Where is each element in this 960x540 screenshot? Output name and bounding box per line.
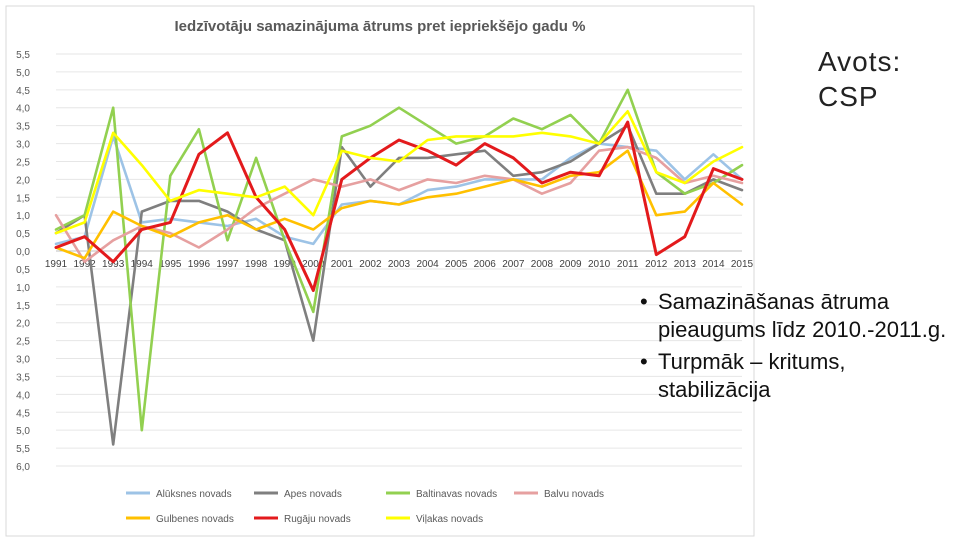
y-axis: 5,5 5,0 4,5 4,0 3,5 3,0 2,5 2,0 1,5 1,0 0,5 0,0 0,5 1…: [16, 50, 30, 473]
x-tick-label: 2005: [445, 259, 468, 270]
series-line-7: [54, 110, 744, 235]
note-bullet-1: Samazināšanas ātruma pieaugums līdz 2010…: [632, 288, 952, 344]
y-tick-label: 0,0: [16, 247, 30, 258]
x-tick-label: 1995: [159, 259, 182, 270]
y-tick-label: 0,5: [16, 265, 30, 276]
legend-label-2: Apes novads: [284, 489, 342, 500]
legend-label-6: Rugāju novads: [284, 514, 351, 525]
y-tick-label: 4,5: [16, 408, 30, 419]
legend-label-5: Gulbenes novads: [156, 514, 234, 525]
chart-frame: [5, 5, 755, 537]
x-tick-label: 2003: [388, 259, 411, 270]
y-tick-label: 1,0: [16, 283, 30, 294]
line-chart: Iedzīvotāju samazinājuma ātrums pret iep…: [5, 5, 755, 537]
series-line-5: [54, 149, 744, 260]
legend-label-1: Alūksnes novads: [156, 489, 232, 500]
x-tick-label: 2006: [474, 259, 497, 270]
x-tick-label: 1993: [102, 259, 125, 270]
y-tick-label: 2,5: [16, 337, 30, 348]
x-tick-label: 1991: [45, 259, 68, 270]
legend-label-4: Balvu novads: [544, 489, 604, 500]
chart-title: Iedzīvotāju samazinājuma ātrums pret iep…: [175, 18, 586, 35]
x-tick-label: 2008: [531, 259, 554, 270]
x-tick-label: 1999: [274, 259, 297, 270]
y-tick-label: 6,0: [16, 462, 30, 473]
y-tick-label: 2,0: [16, 319, 30, 330]
series-line-4: [54, 145, 744, 264]
y-tick-label: 5,0: [16, 426, 30, 437]
x-tick-label: 2000: [302, 259, 325, 270]
note-bullet-2: Turpmāk – kritums, stabilizācija: [632, 348, 952, 404]
series-lines: [54, 88, 744, 446]
x-tick-label: 2014: [702, 259, 725, 270]
y-tick-label: 5,0: [16, 68, 30, 79]
y-tick-label: 1,0: [16, 211, 30, 222]
legend-label-7: Viļakas novads: [416, 514, 483, 525]
x-tick-label: 2007: [502, 259, 525, 270]
source-label: Avots: CSP: [818, 46, 902, 112]
y-tick-label: 1,5: [16, 301, 30, 312]
y-tick-label: 3,5: [16, 372, 30, 383]
x-tick-label: 1992: [73, 259, 96, 270]
x-axis: 1991 1992 1993 1994 1995 1996 1997 1998 1999 2000…: [45, 250, 754, 270]
notes-list: Samazināšanas ātruma pieaugums līdz 2010…: [632, 288, 952, 408]
y-tick-label: 4,5: [16, 86, 30, 97]
y-tick-label: 3,5: [16, 122, 30, 133]
series-line-6: [54, 120, 744, 292]
legend: Alūksnes novads Apes novads Baltinavas nov…: [126, 489, 604, 525]
y-tick-label: 5,5: [16, 50, 30, 61]
x-tick-label: 2001: [331, 259, 354, 270]
y-tick-label: 0,5: [16, 229, 30, 240]
x-tick-label: 2010: [588, 259, 611, 270]
x-tick-label: 2012: [645, 259, 668, 270]
y-tick-label: 2,0: [16, 175, 30, 186]
x-tick-label: 1998: [245, 259, 268, 270]
x-tick-label: 2011: [617, 259, 639, 270]
x-tick-label: 2004: [416, 259, 439, 270]
legend-label-3: Baltinavas novads: [416, 489, 497, 500]
x-tick-label: 2015: [731, 259, 754, 270]
x-tick-label: 1997: [216, 259, 239, 270]
y-tick-label: 1,5: [16, 193, 30, 204]
x-tick-label: 1996: [188, 259, 211, 270]
x-tick-label: 2013: [674, 259, 697, 270]
y-tick-label: 4,0: [16, 390, 30, 401]
series-line-3: [54, 88, 744, 432]
x-tick-label: 1994: [131, 259, 154, 270]
y-tick-label: 3,0: [16, 355, 30, 366]
y-tick-label: 5,5: [16, 444, 30, 455]
x-tick-label: 2009: [559, 259, 582, 270]
y-tick-label: 2,5: [16, 157, 30, 168]
y-tick-label: 3,0: [16, 140, 30, 151]
x-tick-label: 2002: [359, 259, 382, 270]
y-tick-label: 4,0: [16, 104, 30, 115]
